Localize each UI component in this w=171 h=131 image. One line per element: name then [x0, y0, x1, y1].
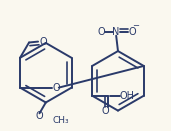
Text: O: O — [129, 27, 136, 37]
Text: O: O — [97, 27, 105, 37]
Text: O: O — [53, 83, 60, 93]
Text: N: N — [113, 27, 120, 37]
Text: O: O — [102, 106, 110, 116]
Text: O: O — [36, 111, 43, 121]
Text: OH: OH — [120, 91, 135, 101]
Text: CH₃: CH₃ — [52, 116, 69, 125]
Text: −: − — [133, 21, 140, 30]
Text: O: O — [39, 37, 47, 47]
